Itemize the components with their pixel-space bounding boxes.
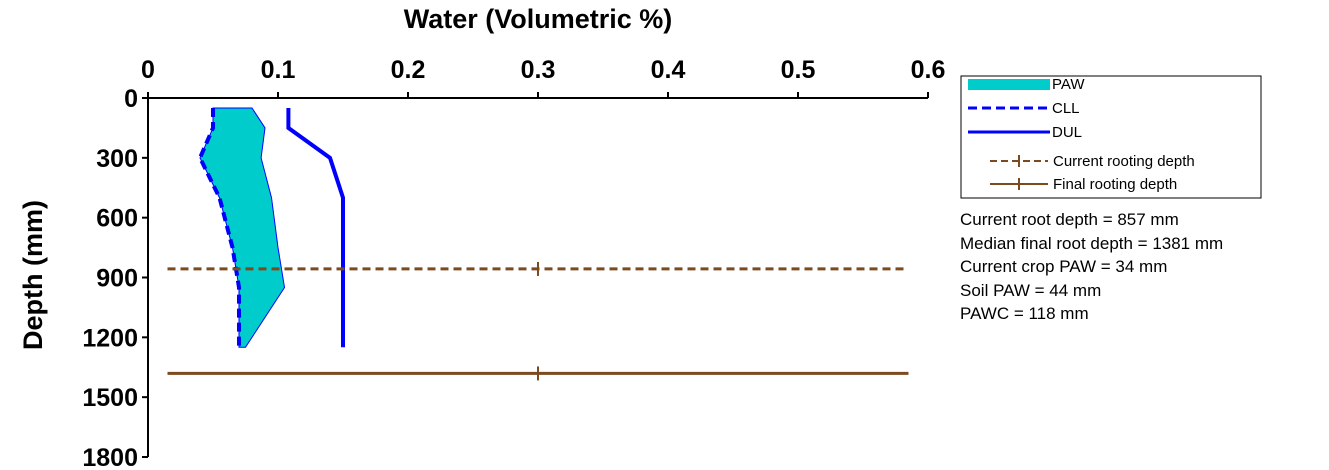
y-tick-label: 1500 <box>82 384 138 412</box>
legend-label: PAW <box>1052 76 1085 93</box>
y-axis-title: Depth (mm) <box>18 200 48 350</box>
median-final-root-depth-text: Median final root depth = 1381 mm <box>960 233 1224 253</box>
y-tick-label: 600 <box>96 205 138 233</box>
legend: PAW CLL DUL Current rooting depth Final root… <box>960 75 1262 199</box>
current-crop-paw-text: Current crop PAW = 34 mm <box>960 257 1168 276</box>
legend-box <box>960 75 1262 199</box>
root-depth-summary: Current root depth = 857 mm Median final… <box>960 208 1223 326</box>
soil-paw-text: Soil PAW = 44 mm <box>960 280 1102 300</box>
legend-label: Final rooting depth <box>1053 176 1177 193</box>
x-tick-label: 0 <box>141 56 155 84</box>
y-tick-label: 1800 <box>82 444 138 470</box>
x-tick-label: 0.2 <box>391 56 426 84</box>
x-tick-label: 0.5 <box>781 56 816 84</box>
legend-swatch-paw <box>968 79 1050 90</box>
cll-line <box>197 107 241 348</box>
y-tick-label: 1200 <box>82 324 138 352</box>
y-tick-label: 0 <box>124 85 138 113</box>
legend-label: Current rooting depth <box>1053 153 1195 170</box>
y-tick-label: 900 <box>96 265 138 293</box>
x-axis-ticks: 0 0.1 0.2 0.3 0.4 0.5 0.6 <box>141 56 945 98</box>
pawc-text: PAWC = 118 mm <box>960 304 1089 323</box>
dul-line <box>286 107 345 348</box>
current-root-depth-text: Current root depth = 857 mm <box>960 210 1179 229</box>
legend-label: CLL <box>1052 100 1080 117</box>
y-axis-ticks: 0 300 600 900 1200 1500 1800 <box>82 85 148 470</box>
x-tick-label: 0.1 <box>261 56 296 84</box>
x-tick-label: 0.3 <box>521 56 556 84</box>
y-tick-label: 300 <box>96 145 138 173</box>
legend-label: DUL <box>1052 124 1082 141</box>
x-axis-title: Water (Volumetric %) <box>404 4 673 34</box>
x-tick-label: 0.4 <box>651 56 686 84</box>
paw-area <box>199 107 286 348</box>
plot-area <box>147 97 928 457</box>
x-tick-label: 0.6 <box>911 56 946 84</box>
